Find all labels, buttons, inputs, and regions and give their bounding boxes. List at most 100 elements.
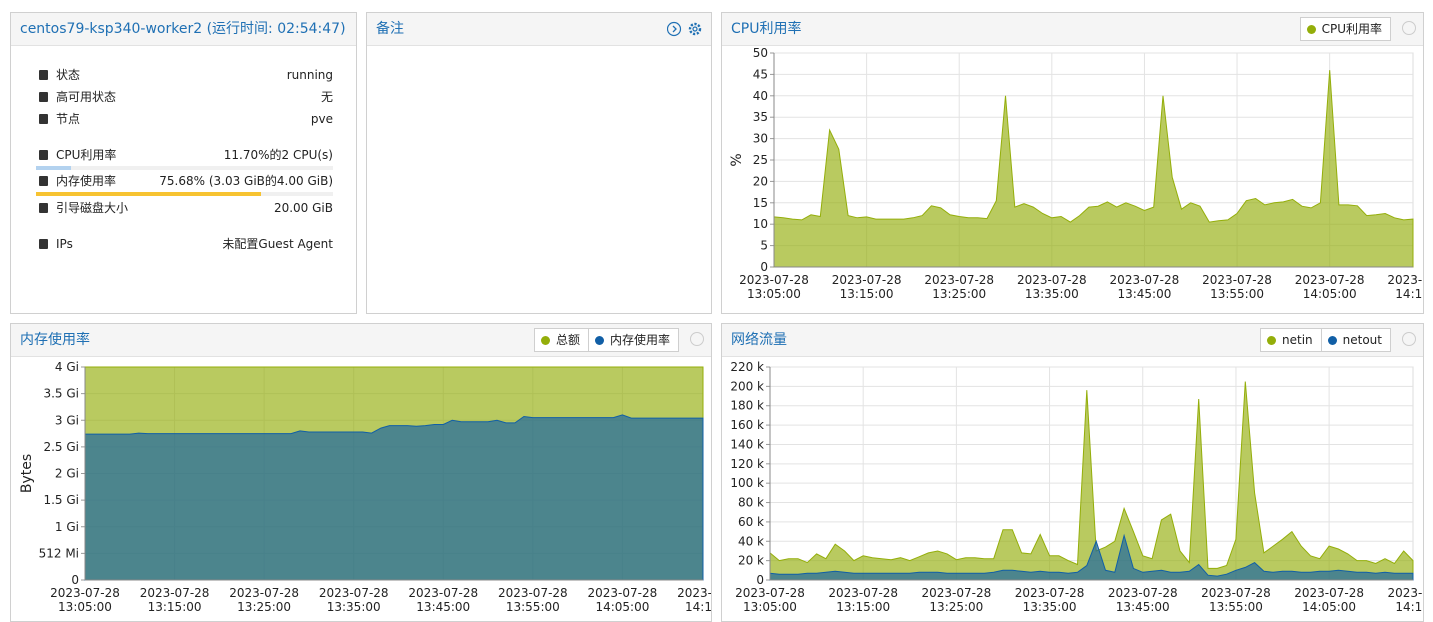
- x-tick-label: 2023-07-28 13:35:00: [1017, 273, 1087, 301]
- y-tick-label: 45: [753, 67, 768, 81]
- row-value: 无: [320, 90, 333, 104]
- y-tick-label: 60 k: [738, 515, 764, 529]
- x-tick-label: 2023-07-28 13:05:00: [739, 273, 809, 301]
- y-tick-label: 40 k: [738, 534, 764, 548]
- y-tick-label: 10: [753, 217, 768, 231]
- legend-item[interactable]: 内存使用率: [587, 329, 678, 351]
- legend-item[interactable]: 总额: [535, 329, 588, 351]
- y-tick-label: 2 Gi: [55, 467, 79, 481]
- x-tick-label: 2023-07-28 14:05:00: [1295, 273, 1365, 301]
- y-tick-label: 512 Mi: [39, 546, 79, 560]
- y-axis-label: Bytes: [19, 454, 35, 493]
- row-label: 引导磁盘大小: [56, 201, 129, 215]
- toggle-button[interactable]: [690, 332, 704, 346]
- y-tick-label: 4 Gi: [55, 360, 79, 374]
- row-label: 状态: [56, 68, 81, 82]
- status-row: 状态 running: [36, 66, 333, 84]
- y-tick-label: 20: [753, 174, 768, 188]
- panel-title: CPU利用率: [731, 21, 802, 37]
- row-value: 11.70%的2 CPU(s): [223, 148, 333, 162]
- x-tick-label: 2023-07-28 13:15:00: [140, 586, 210, 614]
- status-row: 节点 pve: [36, 110, 333, 128]
- row-value: pve: [310, 112, 333, 126]
- x-tick-label: 2023-07-28 13:15:00: [832, 273, 902, 301]
- status-row: CPU利用率 11.70%的2 CPU(s): [36, 146, 333, 170]
- y-tick-label: 200 k: [730, 379, 764, 393]
- y-tick-label: 0: [756, 573, 764, 587]
- y-tick-label: 120 k: [730, 457, 764, 471]
- legend-item[interactable]: netin: [1261, 329, 1321, 351]
- toggle-button[interactable]: [1402, 332, 1416, 346]
- y-tick-label: 15: [753, 196, 768, 210]
- row-icon: [39, 150, 48, 160]
- panel-header: 内存使用率 总额 内存使用率: [11, 324, 711, 357]
- y-tick-label: 3.5 Gi: [43, 387, 79, 401]
- row-value: 75.68% (3.03 GiB的4.00 GiB): [159, 174, 333, 188]
- expand-icon[interactable]: [667, 21, 682, 37]
- chart: 0 5 10 15 20 25 30 35 40 45 50 2023-07-28 13:05:00 20…: [729, 46, 1423, 301]
- panel-title: centos79-ksp340-worker2 (运行时间: 02:54:47): [11, 13, 356, 46]
- area-series: [769, 381, 1414, 581]
- status-panel: centos79-ksp340-worker2 (运行时间: 02:54:47)…: [10, 12, 357, 314]
- progress-bar: [36, 192, 261, 196]
- row-label: IPs: [56, 237, 73, 251]
- legend-label: netout: [1342, 333, 1382, 347]
- legend-item[interactable]: netout: [1320, 329, 1390, 351]
- x-tick-label: 2023-07-28 13:45:00: [408, 586, 478, 614]
- y-tick-label: 30: [753, 132, 768, 146]
- gear-hub: [692, 26, 698, 32]
- panel-title: 备注: [376, 21, 404, 37]
- y-tick-label: 25: [753, 153, 768, 167]
- x-tick-label: 2023-07-28 13:35:00: [1015, 586, 1085, 614]
- legend-item[interactable]: CPU利用率: [1301, 18, 1390, 40]
- x-tick-label: 2023-07-28 13:25:00: [924, 273, 994, 301]
- network-panel: 网络流量 netin netout 0 20 k 40 k 60 k 80 k 100 k 12…: [721, 323, 1424, 622]
- panel-title: 内存使用率: [20, 332, 90, 348]
- y-tick-label: 0: [760, 260, 768, 274]
- row-label: 节点: [56, 112, 81, 126]
- panel-title: 网络流量: [731, 332, 787, 348]
- x-tick-label: 2023-07-28 14:05:00: [588, 586, 658, 614]
- notes-panel: 备注: [366, 12, 712, 314]
- x-tick-label: 2023-07-28 13:55:00: [498, 586, 568, 614]
- legend-label: 总额: [555, 333, 580, 347]
- x-tick-label: 2023-07-28 13:05:00: [50, 586, 120, 614]
- chart: 0 512 Mi 1 Gi 1.5 Gi 2 Gi 2.5 Gi 3 Gi 3.5 Gi 4 G…: [19, 360, 711, 614]
- y-tick-label: 40: [753, 89, 768, 103]
- y-tick-label: 3 Gi: [55, 413, 79, 427]
- status-row: 高可用状态 无: [36, 88, 333, 106]
- legend: 总额 内存使用率: [533, 328, 679, 352]
- x-tick-label: 2023-07-28 13:55:00: [1202, 273, 1272, 301]
- y-tick-label: 0: [71, 573, 79, 587]
- x-tick-label: 2023-07-28 13:35:00: [319, 586, 389, 614]
- y-tick-label: 160 k: [730, 418, 764, 432]
- legend-label: 内存使用率: [609, 333, 670, 347]
- legend: netin netout: [1260, 328, 1391, 352]
- y-tick-label: 1 Gi: [55, 520, 79, 534]
- row-value: running: [286, 68, 333, 82]
- status-row: 内存使用率 75.68% (3.03 GiB的4.00 GiB): [36, 172, 333, 196]
- row-icon: [39, 239, 48, 249]
- panel-header: CPU利用率 CPU利用率: [722, 13, 1423, 46]
- row-icon: [39, 176, 48, 186]
- y-tick-label: 20 k: [738, 554, 764, 568]
- header-tools[interactable]: [667, 21, 703, 37]
- progress-track: [36, 192, 333, 196]
- legend: CPU利用率: [1299, 17, 1391, 41]
- row-label: 高可用状态: [56, 90, 117, 104]
- gear-icon[interactable]: [688, 22, 702, 36]
- panel-header: 网络流量 netin netout: [722, 324, 1423, 357]
- row-label: 内存使用率: [56, 174, 117, 188]
- x-tick-label: 2023-07-28 13:05:00: [735, 586, 805, 614]
- x-tick-label: 2023-07-28 13:45:00: [1110, 273, 1180, 301]
- x-tick-label: 2023-07-28 14:05:00: [1294, 586, 1364, 614]
- toggle-button[interactable]: [1402, 21, 1416, 35]
- row-icon: [39, 92, 48, 102]
- progress-bar: [36, 166, 71, 170]
- status-row: 引导磁盘大小 20.00 GiB: [36, 199, 333, 217]
- legend-dot: [1306, 24, 1316, 34]
